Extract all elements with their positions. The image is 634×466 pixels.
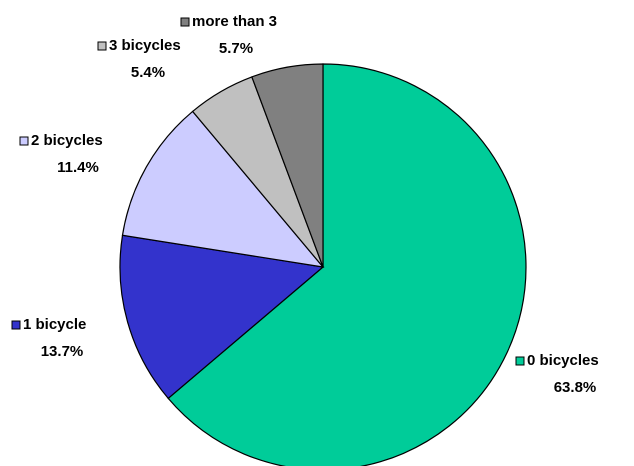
legend-swatch xyxy=(515,356,525,366)
value-label: 5.4% xyxy=(131,64,165,81)
pie-slice xyxy=(167,63,527,466)
category-label: 3 bicycles xyxy=(109,37,181,54)
category-label: 1 bicycle xyxy=(23,316,86,333)
category-label: 2 bicycles xyxy=(31,132,103,149)
legend-swatch xyxy=(19,136,29,146)
value-label: 63.8% xyxy=(554,379,597,396)
pie-slice xyxy=(121,110,325,268)
pie-slice xyxy=(119,234,325,400)
category-label: 0 bicycles xyxy=(527,352,599,369)
value-label: 11.4% xyxy=(57,159,99,176)
pie-slice xyxy=(251,63,324,268)
value-label: 13.7% xyxy=(41,343,84,360)
legend-swatch xyxy=(97,41,107,51)
category-label: more than 3 xyxy=(192,13,277,30)
value-label: 5.7% xyxy=(219,40,253,57)
legend-swatch xyxy=(11,320,21,330)
legend-swatch xyxy=(180,17,190,27)
